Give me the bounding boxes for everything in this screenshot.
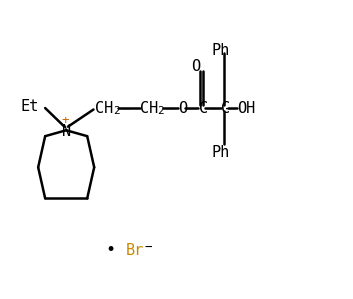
- Text: 2: 2: [157, 106, 164, 116]
- Text: OH: OH: [237, 100, 255, 115]
- Text: —: —: [226, 100, 235, 115]
- Text: O: O: [178, 100, 187, 115]
- Text: +: +: [62, 114, 69, 127]
- Text: —: —: [187, 100, 196, 115]
- Text: —: —: [166, 100, 175, 115]
- Text: Et: Et: [21, 99, 39, 114]
- Text: O: O: [192, 59, 201, 74]
- Text: •: •: [105, 241, 115, 259]
- Text: N: N: [62, 124, 71, 139]
- Text: Ph: Ph: [211, 145, 230, 160]
- Text: C: C: [221, 100, 231, 115]
- Text: Ph: Ph: [211, 43, 230, 58]
- Text: CH: CH: [95, 100, 114, 115]
- Text: C: C: [199, 100, 208, 115]
- Text: Br: Br: [126, 243, 144, 258]
- Text: —: —: [121, 100, 130, 115]
- Text: 2: 2: [113, 106, 120, 116]
- Text: —: —: [209, 100, 218, 115]
- Text: CH: CH: [140, 100, 158, 115]
- Text: −: −: [144, 241, 152, 254]
